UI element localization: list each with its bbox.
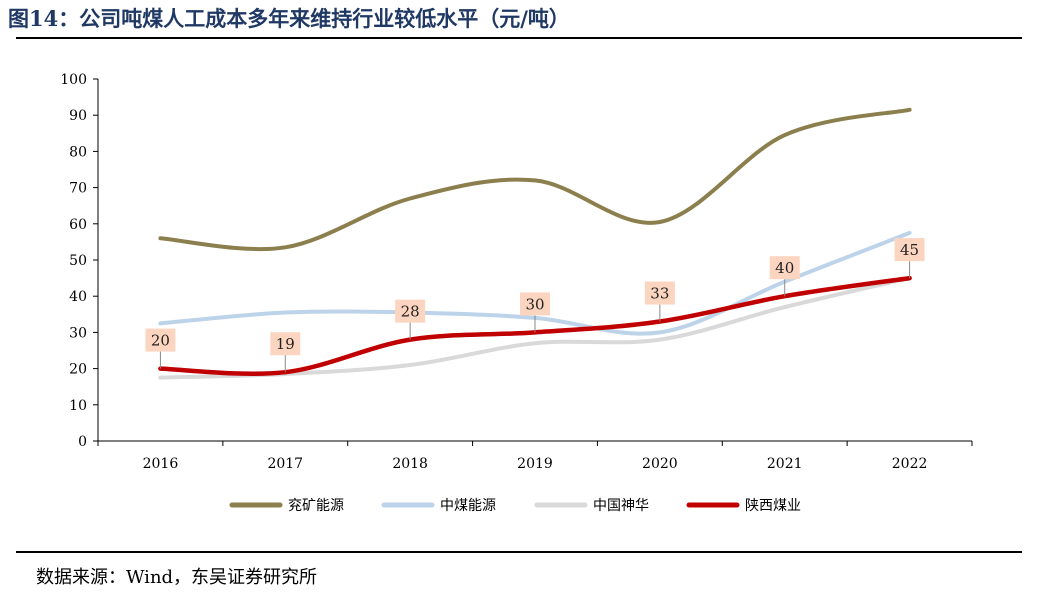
legend-label: 中国神华	[593, 498, 649, 514]
bottom-divider	[16, 551, 1022, 553]
data-label-box	[520, 292, 550, 316]
x-tick-label: 2018	[392, 456, 428, 472]
y-tick-label: 100	[60, 72, 87, 88]
data-label: 33	[650, 285, 669, 303]
y-tick-label: 0	[78, 434, 87, 450]
x-tick-label: 2021	[767, 456, 803, 472]
y-tick-label: 70	[69, 181, 87, 197]
x-tick-label: 2016	[143, 456, 179, 472]
chart-data-labels: 20 19 28 30 33 40 45	[145, 238, 925, 373]
legend-label: 兖矿能源	[288, 498, 344, 514]
x-tick-label: 2020	[642, 456, 678, 472]
legend-label: 中煤能源	[440, 498, 496, 514]
series-line	[158, 107, 912, 252]
x-tick-label: 2019	[517, 456, 553, 472]
data-label: 30	[525, 295, 544, 313]
data-label: 40	[775, 259, 794, 277]
data-label-box	[270, 332, 301, 356]
y-tick-label: 10	[69, 398, 87, 414]
y-tick-label: 80	[69, 144, 87, 160]
x-tick-label: 2022	[892, 456, 928, 472]
data-label-box	[894, 238, 925, 262]
y-tick-label: 90	[69, 108, 87, 124]
data-label: 28	[401, 303, 420, 321]
chart-legend: 兖矿能源 中煤能源 中国神华 陕西煤业	[229, 498, 801, 514]
data-label-box	[644, 281, 675, 305]
chart-title: 图14：公司吨煤人工成本多年来维持行业较低水平（元/吨）	[8, 6, 570, 31]
y-tick-label: 30	[69, 325, 87, 341]
top-divider	[16, 37, 1022, 39]
x-tick-label: 2017	[267, 456, 303, 472]
y-tick-label: 60	[69, 217, 87, 233]
source-note: 数据来源：Wind，东吴证券研究所	[36, 567, 318, 588]
data-label: 19	[276, 335, 295, 353]
data-label-box	[145, 328, 176, 352]
y-tick-label: 20	[69, 362, 87, 378]
y-tick-label: 50	[69, 253, 87, 269]
data-label-box	[769, 256, 800, 280]
data-label-box	[395, 299, 426, 323]
data-label: 45	[900, 241, 919, 259]
legend-label: 陕西煤业	[745, 498, 801, 514]
data-label: 20	[151, 332, 170, 350]
y-tick-label: 40	[69, 289, 87, 305]
